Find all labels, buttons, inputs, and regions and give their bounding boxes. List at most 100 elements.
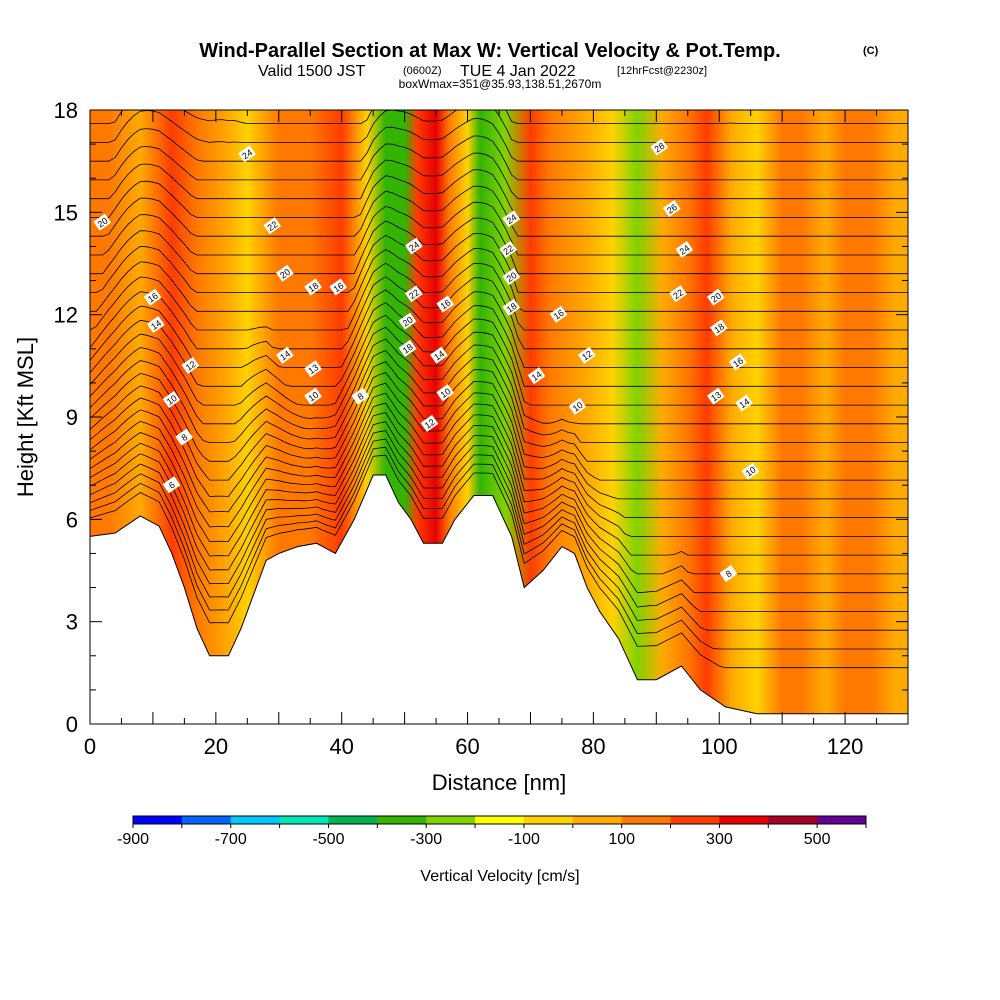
isentrope-label: 18 (502, 298, 521, 316)
isentrope-label: 16 (549, 305, 568, 323)
colorbar-tick-label: -500 (312, 831, 344, 848)
isentrope-label: 8 (351, 387, 370, 405)
chart-title: Wind-Parallel Section at Max W: Vertical… (199, 40, 780, 62)
y-axis: 0 3 6 9 12 15 18 (54, 98, 908, 737)
svg-text:13: 13 (306, 362, 320, 376)
svg-text:12: 12 (423, 417, 437, 431)
y-tick-label: 6 (66, 507, 78, 532)
isentrope-line (90, 185, 908, 237)
svg-text:26: 26 (665, 202, 679, 216)
box-wmax-info: boxWmax=351@35.93,138.51,2670m (399, 77, 602, 91)
isentrope-label: 18 (710, 319, 728, 337)
svg-text:14: 14 (737, 396, 751, 410)
x-tick-label: 0 (84, 734, 96, 759)
isentrope-label: 20 (275, 264, 294, 282)
y-tick-label: 12 (54, 303, 78, 328)
isentrope-label: 16 (143, 288, 162, 306)
colorbar-segment (523, 816, 574, 824)
colorbar-tick-label: 500 (804, 831, 831, 848)
svg-text:22: 22 (501, 243, 515, 257)
colorbar-segment (719, 816, 769, 824)
isentrope-label: 14 (430, 346, 448, 364)
svg-text:8: 8 (724, 568, 734, 579)
colorbar-segment (377, 816, 427, 824)
valid-time-line: Valid 1500 JST (0600Z) TUE 4 Jan 2022 [1… (258, 63, 707, 80)
isentrope-label: 18 (398, 339, 417, 357)
svg-text:22: 22 (266, 219, 280, 233)
y-tick-label: 18 (54, 98, 78, 123)
isentrope-line (90, 372, 908, 500)
colorbar-segment (768, 816, 818, 824)
x-tick-label: 100 (701, 734, 738, 759)
svg-text:18: 18 (505, 301, 519, 315)
isentrope-label: 8 (175, 428, 194, 446)
isentrope-label: 24 (675, 240, 694, 259)
svg-text:24: 24 (240, 147, 254, 161)
x-axis: 0 20 40 60 80 100 120 (84, 110, 909, 759)
isentrope-label: 16 (329, 278, 348, 296)
colorbar-segment (426, 816, 476, 824)
isentrope-label: 22 (669, 285, 687, 303)
isentrope-label: 20 (502, 268, 521, 286)
isentrope-line (90, 248, 908, 312)
isentrope-line (90, 361, 908, 481)
svg-text:18: 18 (401, 342, 415, 356)
isentrope-label: 10 (304, 387, 323, 405)
isentrope-label: 14 (146, 315, 165, 334)
isentrope-label: 24 (502, 210, 521, 228)
isentrope-labels: 20 24 22 20 18 16 16 14 12 14 13 10 10 8 8 6 24 22 20 18 16 1… (93, 138, 760, 583)
svg-text:20: 20 (505, 270, 519, 284)
isentrope-line (90, 421, 908, 594)
svg-text:10: 10 (439, 386, 453, 400)
isentrope-line (90, 201, 908, 256)
x-tick-label: 60 (455, 734, 479, 759)
svg-text:24: 24 (678, 243, 692, 257)
svg-text:12: 12 (184, 359, 198, 373)
y-tick-label: 9 (66, 405, 78, 430)
x-tick-label: 120 (827, 734, 864, 759)
y-axis-label: Height [Kft MSL] (13, 337, 38, 497)
isentrope-line (90, 289, 908, 368)
isentrope-label: 14 (735, 394, 754, 412)
isentrope-label: 16 (436, 295, 455, 313)
svg-text:10: 10 (306, 390, 320, 404)
colorbar: -900 -700 -500 -300 -100 100 300 500 (117, 815, 867, 848)
isentrope-line (90, 169, 908, 218)
svg-text:22: 22 (407, 287, 421, 301)
isentrope-label: 10 (568, 397, 587, 415)
isentrope-line (90, 232, 908, 293)
isentrope-label: 10 (162, 390, 181, 409)
svg-text:18: 18 (306, 280, 320, 294)
isentrope-lines (90, 110, 908, 669)
colorbar-tick-label: -100 (508, 831, 540, 848)
colorbar-segment (133, 816, 183, 824)
isentrope-line (90, 446, 908, 650)
svg-text:16: 16 (332, 280, 346, 294)
colorbar-tick-label: 100 (608, 831, 635, 848)
colorbar-tick-label: -900 (117, 831, 149, 848)
isentrope-line (90, 326, 908, 425)
y-tick-label: 0 (66, 712, 78, 737)
isentrope-line (90, 402, 908, 556)
terrain-mask (90, 474, 908, 724)
valid-time: Valid 1500 JST (258, 63, 366, 80)
colorbar-frame (132, 815, 867, 825)
y-tick-label: 15 (54, 200, 78, 225)
valid-utc: (0600Z) (403, 65, 442, 77)
isentrope-label: 20 (93, 213, 112, 231)
isentrope-label: 8 (719, 564, 738, 583)
isentrope-line (90, 338, 908, 443)
isentrope-label: 12 (420, 414, 439, 432)
isentrope-line (90, 382, 908, 518)
x-axis-label: Distance [nm] (432, 770, 567, 795)
svg-text:20: 20 (709, 291, 723, 305)
colorbar-segment (572, 816, 623, 824)
isentrope-label: 16 (728, 353, 747, 371)
colorbar-tick-label: -700 (215, 831, 247, 848)
isentrope-line (90, 438, 908, 631)
isentrope-label: 18 (304, 278, 323, 296)
svg-text:16: 16 (439, 297, 453, 311)
svg-text:20: 20 (401, 315, 415, 329)
isentrope-line (90, 430, 908, 612)
